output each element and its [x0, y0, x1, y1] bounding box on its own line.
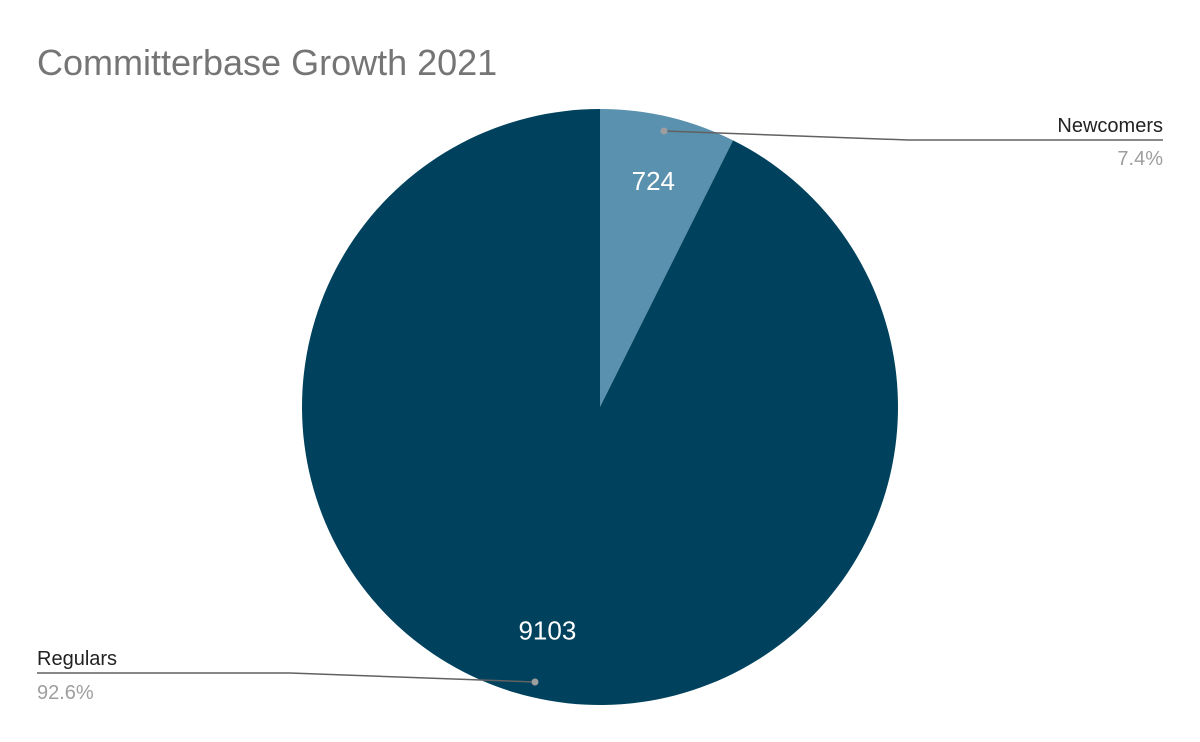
- leader-dot-newcomers: [660, 127, 668, 135]
- category-label-newcomers: Newcomers: [1057, 115, 1163, 137]
- pie-slice-newcomers: [600, 109, 734, 407]
- value-label-newcomers: 724: [632, 166, 675, 196]
- chart-title: Committerbase Growth 2021: [37, 42, 497, 83]
- percent-label-regulars: 92.6%: [37, 682, 94, 704]
- category-label-regulars: Regulars: [37, 648, 117, 670]
- leader-line-newcomers: [663, 130, 1163, 141]
- leader-line-regulars: [37, 672, 536, 683]
- leader-dot-regulars: [531, 678, 539, 686]
- pie-slices: [302, 109, 899, 706]
- percent-label-newcomers: 7.4%: [1117, 148, 1163, 170]
- value-label-regulars: 9103: [518, 615, 576, 645]
- pie-slice-regulars: [302, 109, 899, 706]
- pie-labels: 724 Newcomers 7.4% 9103 Regulars 92.6%: [37, 115, 1163, 704]
